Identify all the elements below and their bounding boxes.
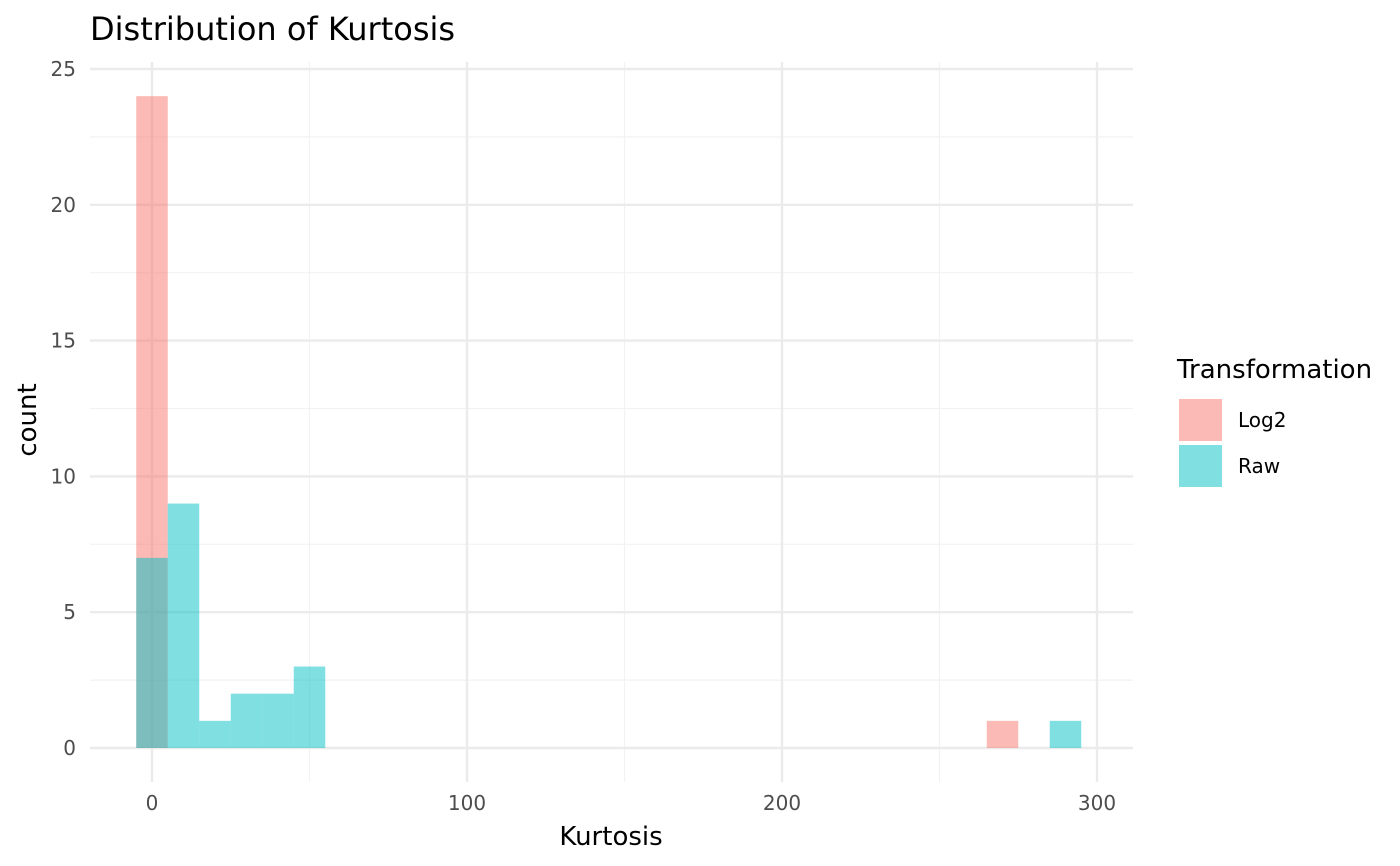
legend-title: Transformation (1176, 355, 1372, 385)
y-tick-label: 0 (63, 736, 76, 760)
legend-label-raw: Raw (1238, 454, 1280, 478)
bar-raw (1049, 720, 1082, 748)
legend-label-log2: Log2 (1238, 408, 1286, 432)
y-tick-label: 5 (63, 600, 76, 624)
grid (90, 62, 1133, 782)
x-tick-label: 100 (448, 791, 486, 815)
y-tick-label: 15 (51, 329, 76, 353)
y-tick-label: 10 (51, 464, 76, 488)
bar-raw (199, 720, 231, 748)
x-tick-label: 0 (146, 791, 159, 815)
legend-swatch-log2 (1179, 399, 1222, 441)
x-axis-title: Kurtosis (559, 822, 662, 852)
bars (136, 96, 1082, 748)
x-axis-ticks: 0 100 200 300 (146, 791, 1116, 815)
y-tick-label: 25 (51, 57, 76, 81)
chart-title: Distribution of Kurtosis (90, 10, 455, 48)
x-tick-label: 200 (763, 791, 801, 815)
bar-raw (262, 693, 294, 748)
legend: Transformation Log2 Raw (1176, 355, 1372, 487)
y-axis-title: count (13, 383, 43, 456)
bar-raw (136, 557, 168, 748)
y-tick-label: 20 (51, 193, 76, 217)
x-tick-label: 300 (1078, 791, 1116, 815)
y-axis-ticks: 0 5 10 15 20 25 (51, 57, 76, 760)
bar-raw (230, 693, 263, 748)
bar-raw (167, 503, 200, 748)
bar-log2 (986, 720, 1019, 748)
legend-swatch-raw (1179, 445, 1222, 487)
bar-raw (293, 666, 326, 748)
